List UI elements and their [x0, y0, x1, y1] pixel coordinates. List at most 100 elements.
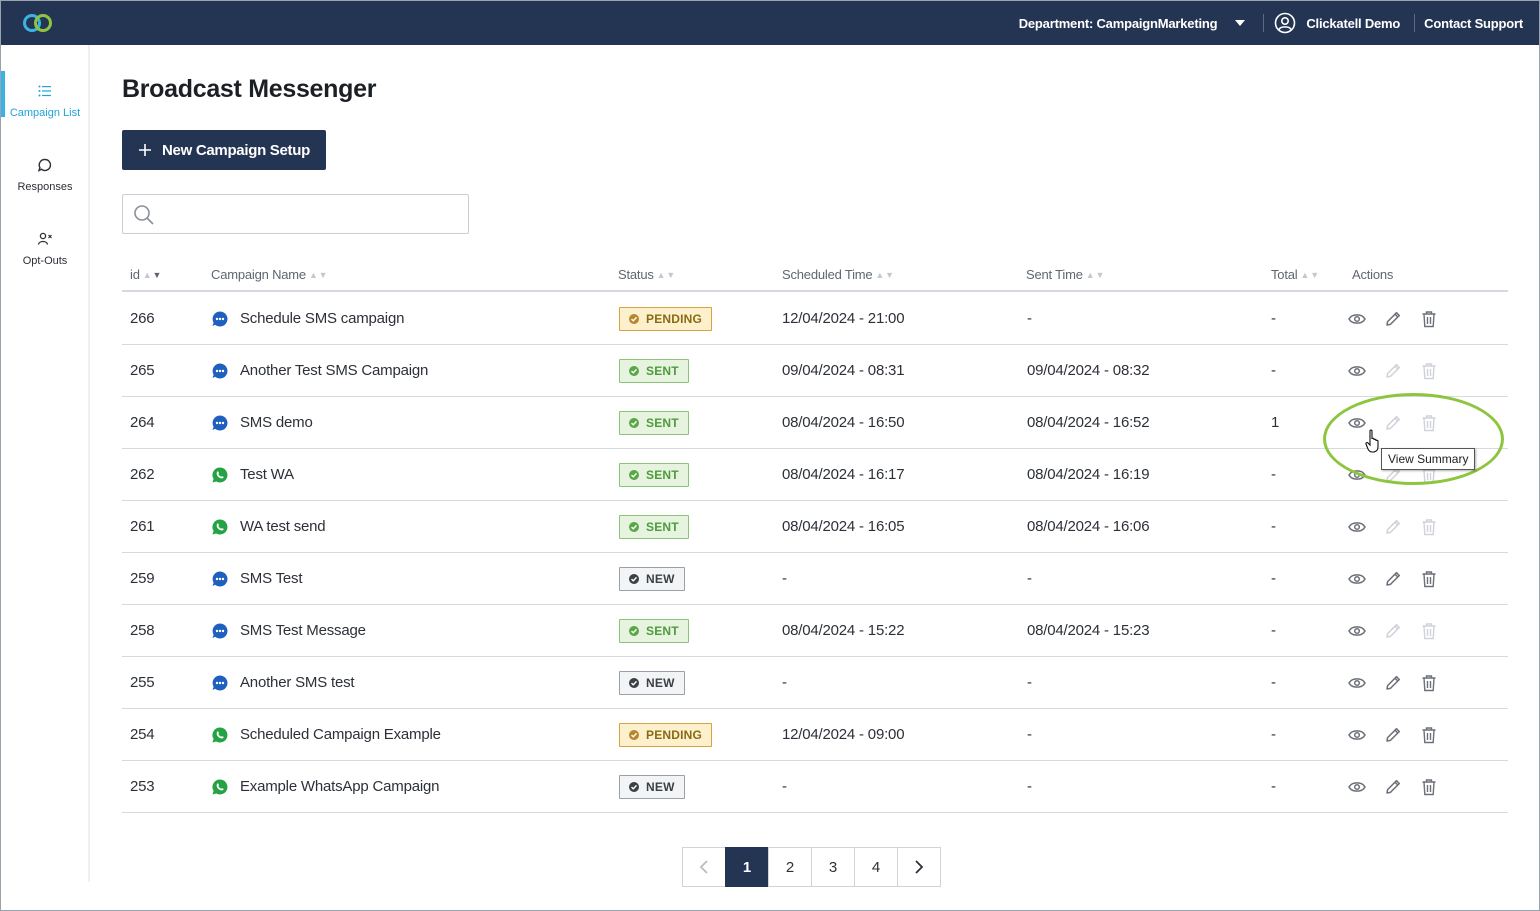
page-button-3[interactable]: 3 [811, 847, 855, 887]
column-header-scheduled-time[interactable]: Scheduled Time ▲ ▼ [782, 267, 894, 282]
cell-total: - [1271, 518, 1276, 535]
cell-sent-time: - [1027, 570, 1032, 587]
page-button-4[interactable]: 4 [854, 847, 898, 887]
table-row[interactable]: 254 Scheduled Campaign Example PENDING 12/0… [122, 709, 1508, 761]
table-row[interactable]: 262 Test WA SENT 08/04/2024 - 16:17 08/04/20… [122, 449, 1508, 501]
cell-id: 253 [130, 778, 155, 795]
edit-button[interactable] [1384, 622, 1402, 640]
column-header-id[interactable]: id ▲ ▼ [130, 267, 161, 282]
table-row[interactable]: 255 Another SMS test NEW - - - [122, 657, 1508, 709]
edit-button[interactable] [1384, 414, 1402, 432]
cell-campaign-name[interactable]: Schedule SMS campaign [211, 293, 404, 344]
delete-button[interactable] [1420, 570, 1438, 588]
table-row[interactable]: 264 SMS demo SENT 08/04/2024 - 16:50 08/04/2… [122, 397, 1508, 449]
edit-button[interactable] [1384, 674, 1402, 692]
view-summary-button[interactable] [1348, 726, 1366, 744]
cell-status: SENT [619, 397, 689, 448]
delete-button[interactable] [1420, 414, 1438, 432]
view-summary-button[interactable] [1348, 466, 1366, 484]
cell-campaign-name[interactable]: Scheduled Campaign Example [211, 709, 441, 760]
view-summary-button[interactable] [1348, 622, 1366, 640]
cell-campaign-name[interactable]: SMS Test [211, 553, 303, 604]
whatsapp-channel-icon [212, 466, 228, 482]
view-summary-button[interactable] [1348, 310, 1366, 328]
trash-icon [1422, 622, 1436, 639]
view-summary-button[interactable] [1348, 518, 1366, 536]
view-summary-button[interactable] [1348, 570, 1366, 588]
sidebar-item-responses[interactable]: Responses [1, 143, 89, 207]
delete-button[interactable] [1420, 310, 1438, 328]
search-box[interactable] [122, 194, 469, 234]
sidebar-item-campaign-list[interactable]: Campaign List [1, 69, 89, 133]
row-actions [1348, 605, 1438, 656]
search-input[interactable] [163, 201, 458, 227]
sidebar-item-opt-outs[interactable]: Opt-Outs [1, 217, 89, 281]
delete-button[interactable] [1420, 362, 1438, 380]
cell-status: NEW [619, 553, 685, 604]
sidebar: Campaign List Responses Opt-Outs [1, 45, 90, 882]
cell-campaign-name[interactable]: SMS demo [211, 397, 313, 448]
table-row[interactable]: 266 Schedule SMS campaign PENDING 12/04/202… [122, 293, 1508, 345]
delete-button[interactable] [1420, 674, 1438, 692]
delete-button[interactable] [1420, 726, 1438, 744]
user-menu[interactable]: Clickatell Demo [1264, 12, 1416, 34]
delete-button[interactable] [1420, 778, 1438, 796]
status-badge: NEW [619, 670, 685, 695]
delete-button[interactable] [1420, 518, 1438, 536]
status-label: SENT [646, 519, 679, 534]
page-button-1[interactable]: 1 [725, 847, 769, 887]
column-header-label: Status [618, 267, 654, 282]
table-row[interactable]: 258 SMS Test Message SENT 08/04/2024 - 15:2… [122, 605, 1508, 657]
edit-button[interactable] [1384, 310, 1402, 328]
edit-button[interactable] [1384, 570, 1402, 588]
campaign-name: Another Test SMS Campaign [240, 362, 429, 379]
cell-sent-time: 09/04/2024 - 08:32 [1027, 362, 1150, 379]
column-header-campaign-name[interactable]: Campaign Name ▲ ▼ [211, 267, 328, 282]
sort-icon: ▲ ▼ [142, 269, 162, 280]
cell-campaign-name[interactable]: Example WhatsApp Campaign [211, 761, 439, 812]
table-row[interactable]: 261 WA test send SENT 08/04/2024 - 16:05 08/… [122, 501, 1508, 553]
department-selector[interactable]: Department: CampaignMarketing [1019, 14, 1265, 32]
view-summary-button[interactable] [1348, 778, 1366, 796]
cell-campaign-name[interactable]: WA test send [211, 501, 326, 552]
eye-icon [1348, 781, 1366, 792]
next-page-button[interactable] [897, 847, 941, 887]
table-row[interactable]: 265 Another Test SMS Campaign SENT 09/04/20… [122, 345, 1508, 397]
status-label: NEW [646, 779, 675, 794]
table-row[interactable]: 259 SMS Test NEW - - - [122, 553, 1508, 605]
contact-support-link[interactable]: Contact Support [1424, 15, 1523, 31]
column-header-label: Scheduled Time [782, 267, 873, 282]
edit-button[interactable] [1384, 362, 1402, 380]
cell-campaign-name[interactable]: SMS Test Message [211, 605, 366, 656]
cell-scheduled-time: 12/04/2024 - 09:00 [782, 726, 905, 743]
view-summary-button[interactable] [1348, 362, 1366, 380]
cell-id: 259 [130, 570, 155, 587]
department-label: Department: CampaignMarketing [1018, 15, 1218, 31]
edit-button[interactable] [1384, 518, 1402, 536]
cell-id: 266 [130, 310, 155, 327]
prev-page-button[interactable] [682, 847, 726, 887]
edit-button[interactable] [1384, 726, 1402, 744]
column-header-status[interactable]: Status ▲ ▼ [618, 267, 675, 282]
status-label: SENT [646, 415, 679, 430]
clickatell-logo[interactable] [21, 11, 55, 35]
new-campaign-button[interactable]: New Campaign Setup [122, 130, 326, 170]
column-header-sent-time[interactable]: Sent Time ▲ ▼ [1026, 267, 1104, 282]
cell-status: PENDING [619, 709, 713, 760]
check-circle-icon [629, 365, 639, 376]
view-summary-button[interactable] [1348, 674, 1366, 692]
cell-campaign-name[interactable]: Another Test SMS Campaign [211, 345, 428, 396]
page-button-2[interactable]: 2 [768, 847, 812, 887]
cell-campaign-name[interactable]: Another SMS test [211, 657, 355, 708]
campaign-name: Another SMS test [240, 674, 355, 691]
column-header-total[interactable]: Total ▲ ▼ [1271, 267, 1319, 282]
status-label: SENT [646, 363, 679, 378]
edit-button[interactable] [1384, 778, 1402, 796]
view-summary-button[interactable] [1348, 414, 1366, 432]
cell-status: PENDING [619, 293, 713, 344]
cell-campaign-name[interactable]: Test WA [211, 449, 294, 500]
table-row[interactable]: 253 Example WhatsApp Campaign NEW - - - [122, 761, 1508, 813]
delete-button[interactable] [1420, 622, 1438, 640]
cell-scheduled-time: 09/04/2024 - 08:31 [782, 362, 905, 379]
column-header-label: id [130, 267, 140, 282]
